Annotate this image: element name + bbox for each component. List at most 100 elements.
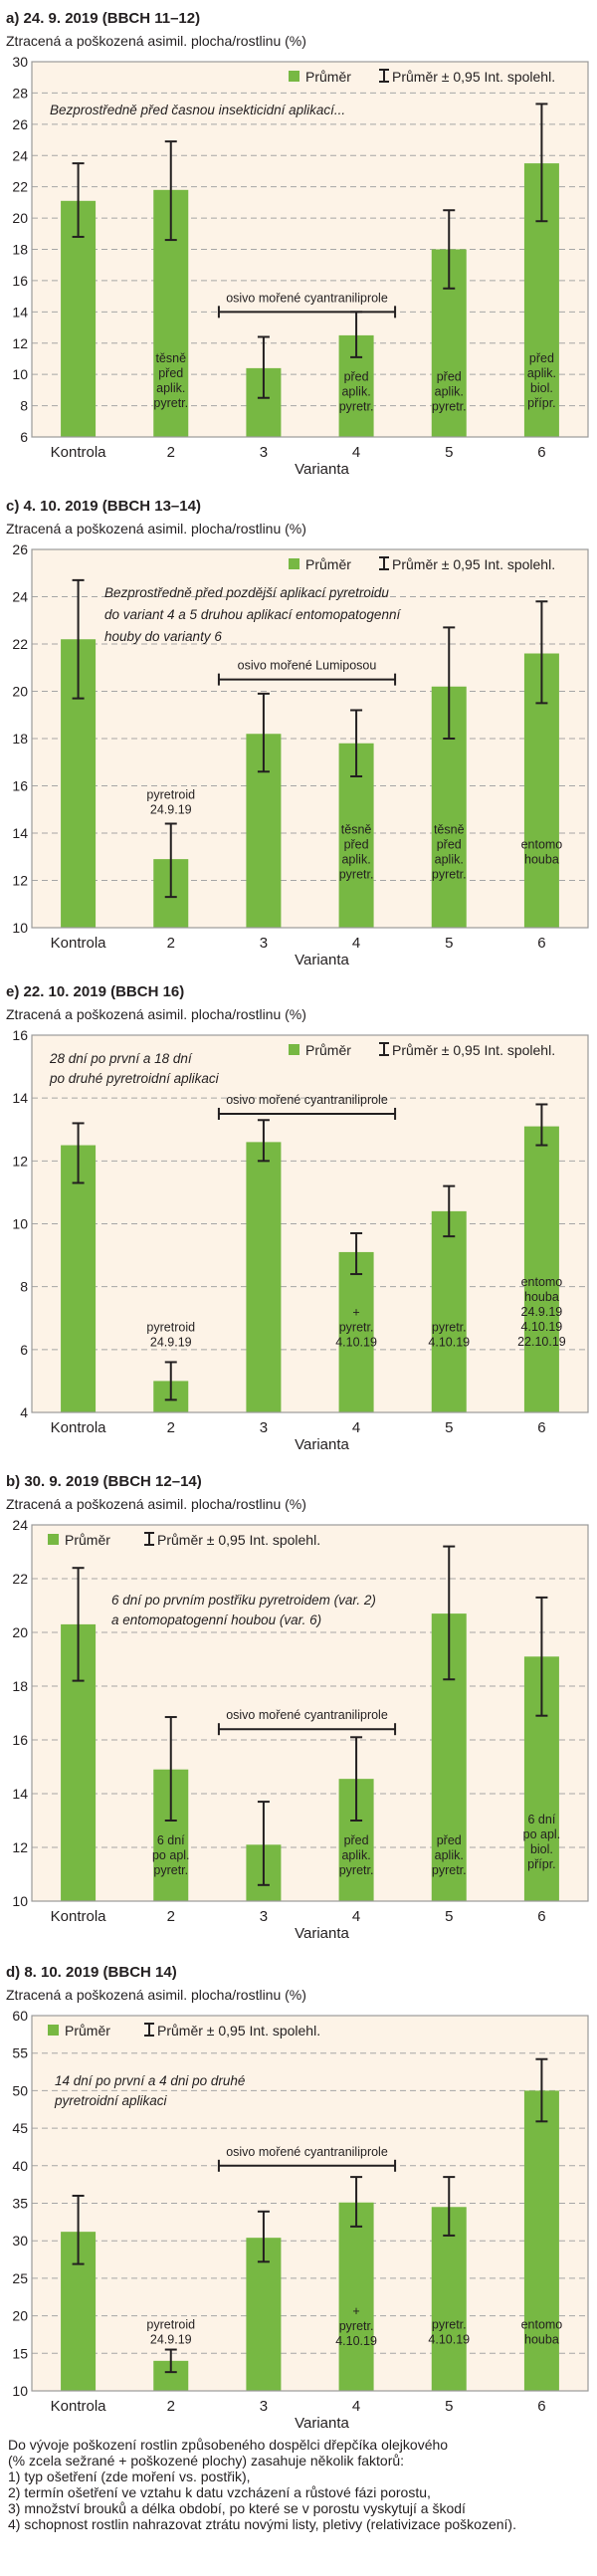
bar-annotation: 24.9.19 [150, 2333, 192, 2347]
y-tick-label: 55 [12, 2045, 28, 2061]
bar-annotation: + [352, 1306, 359, 1320]
plot-frame [31, 548, 589, 929]
y-tick-label: 12 [12, 335, 28, 351]
bar-annotation: přípr. [527, 1857, 556, 1871]
bar-annotation: před [529, 351, 554, 365]
y-tick-label: 8 [20, 398, 28, 414]
bar-annotation: pyretroid [146, 1320, 195, 1334]
bar-annotation: po apl. [152, 1848, 190, 1862]
x-tick-label: Kontrola [51, 2398, 107, 2415]
x-axis-label: Varianta [295, 1925, 349, 1942]
plot-area [32, 1525, 588, 1901]
x-tick-label: 2 [167, 444, 175, 461]
legend-mean-label: Průměr [305, 556, 351, 572]
footer-line: 3) množství brouků a délka období, po kt… [8, 2500, 466, 2516]
legend-mean-label: Průměr [65, 2023, 110, 2039]
plot-frame [31, 1524, 589, 1902]
y-tick-label: 6 [20, 1342, 28, 1358]
x-tick-label: 5 [445, 444, 453, 461]
chart-note: 14 dní po první a 4 dni po druhé [55, 2073, 245, 2088]
x-tick-label: 3 [260, 1908, 268, 1925]
bar-annotation: pyretroid [146, 788, 195, 802]
bar-annotation: těsně [434, 823, 465, 837]
bar-annotation: pyretr. [153, 1863, 188, 1877]
x-axis-label: Varianta [295, 952, 349, 968]
chart-title: c) 4. 10. 2019 (BBCH 13–14) [6, 498, 201, 515]
legend-ci-label: Průměr ± 0,95 Int. spolehl. [392, 1042, 555, 1058]
x-tick-label: 2 [167, 935, 175, 952]
y-tick-label: 16 [12, 1027, 28, 1043]
y-tick-label: 15 [12, 2345, 28, 2361]
bar-annotation: aplik. [341, 1848, 370, 1862]
bar-annotation: pyretr. [432, 1863, 467, 1877]
bar-annotation: aplik. [527, 366, 556, 380]
legend-mean-swatch [48, 1534, 59, 1545]
x-tick-label: Kontrola [51, 444, 107, 461]
bar-annotation: biol. [530, 381, 553, 395]
y-axis-label: Ztracená a poškozená asimil. plocha/rost… [6, 33, 306, 49]
y-tick-label: 35 [12, 2196, 28, 2212]
chart-title: b) 30. 9. 2019 (BBCH 12–14) [6, 1473, 202, 1490]
chart-note: pyretroidní aplikaci [54, 2093, 168, 2108]
bar-annotation: 24.9.19 [150, 803, 192, 817]
x-tick-label: 4 [352, 2398, 360, 2415]
chart-panel: d) 8. 10. 2019 (BBCH 14) Ztracená a poško… [6, 1964, 589, 2432]
bar-annotation: pyretroid [146, 2318, 195, 2332]
bar-annotation: pyretr. [339, 399, 374, 413]
y-tick-label: 10 [12, 1893, 28, 1909]
legend-mean-swatch [48, 2025, 59, 2036]
bar-annotation: pyretr. [339, 1321, 374, 1335]
bar-annotation: před [437, 838, 462, 852]
bar-annotation: 22.10.19 [517, 1335, 566, 1349]
chart-note: Bezprostředně před časnou insekticidní a… [50, 103, 345, 117]
bar-annotation: pyretr. [432, 2318, 467, 2332]
y-tick-label: 4 [20, 1404, 28, 1420]
bar-annotation: před [344, 838, 369, 852]
y-tick-label: 24 [12, 1517, 28, 1533]
y-axis-label: Ztracená a poškozená asimil. plocha/rost… [6, 1987, 306, 2003]
x-tick-label: 3 [260, 935, 268, 952]
y-tick-label: 8 [20, 1279, 28, 1295]
legend-ci-label: Průměr ± 0,95 Int. spolehl. [392, 556, 555, 572]
x-axis-label: Varianta [295, 1436, 349, 1453]
x-tick-label: 6 [537, 1908, 545, 1925]
y-tick-label: 10 [12, 2383, 28, 2399]
bar-annotation: před [344, 1833, 369, 1847]
y-tick-label: 16 [12, 778, 28, 794]
y-tick-label: 28 [12, 85, 28, 101]
bar-annotation: pyretr. [153, 396, 188, 410]
bar [61, 1145, 97, 1412]
y-tick-label: 14 [12, 1786, 28, 1802]
legend-ci-label: Průměr ± 0,95 Int. spolehl. [157, 2023, 320, 2039]
x-tick-label: 6 [537, 444, 545, 461]
bar-annotation: 6 dní [157, 1833, 185, 1847]
bar [338, 2202, 374, 2391]
legend-mean-swatch [289, 71, 299, 82]
bar-annotation: aplik. [435, 853, 464, 867]
footer-text: Do vývoje poškození rostlin způsobeného … [8, 2437, 595, 2532]
bar-annotation: entomo [521, 838, 563, 852]
x-tick-label: 5 [445, 1908, 453, 1925]
y-tick-label: 10 [12, 920, 28, 936]
y-tick-label: 26 [12, 541, 28, 557]
bar-annotation: houba [524, 1290, 559, 1304]
x-tick-label: 4 [352, 444, 360, 461]
x-tick-label: 2 [167, 1908, 175, 1925]
x-tick-label: 4 [352, 935, 360, 952]
y-tick-label: 10 [12, 1216, 28, 1232]
y-axis-label: Ztracená a poškozená asimil. plocha/rost… [6, 1006, 306, 1022]
chart-note: 6 dní po prvním postřiku pyretroidem (va… [111, 1593, 376, 1608]
plot-frame [31, 61, 589, 438]
bar-annotation: 4.10.19 [335, 1336, 377, 1350]
y-tick-label: 30 [12, 2233, 28, 2249]
y-tick-label: 20 [12, 2308, 28, 2324]
plot-frame [31, 2015, 589, 2392]
legend-mean-swatch [289, 558, 299, 569]
chart-note: do variant 4 a 5 druhou aplikací entomop… [104, 607, 401, 622]
bar-annotation: před [344, 369, 369, 383]
y-tick-label: 22 [12, 1571, 28, 1587]
bar-annotation: + [352, 2304, 359, 2318]
y-tick-label: 60 [12, 2008, 28, 2024]
footer-line: 4) schopnost rostlin nahrazovat ztrátu n… [8, 2516, 516, 2532]
legend-ci-label: Průměr ± 0,95 Int. spolehl. [392, 69, 555, 85]
